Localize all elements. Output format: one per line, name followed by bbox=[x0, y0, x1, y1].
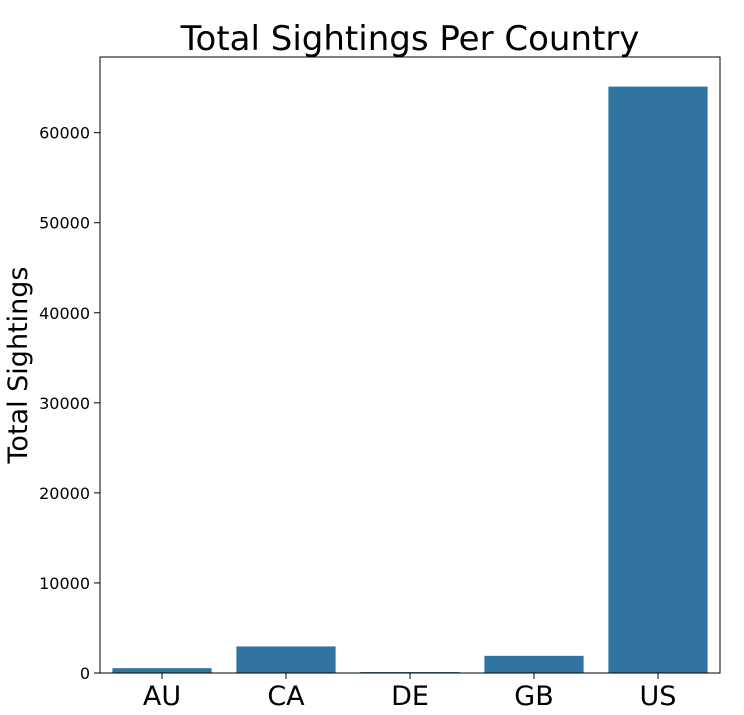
y-tick-label: 20000 bbox=[39, 484, 90, 503]
y-tick-label: 30000 bbox=[39, 394, 90, 413]
bar-gb bbox=[484, 655, 584, 673]
x-tick-label: US bbox=[640, 681, 677, 712]
x-axis-ticks: AU CA DE GB US bbox=[143, 673, 677, 712]
bar-us bbox=[608, 86, 708, 674]
chart-title: Total Sightings Per Country bbox=[180, 19, 640, 59]
y-tick-label: 50000 bbox=[39, 214, 90, 233]
x-tick-label: CA bbox=[267, 681, 305, 712]
plot-frame bbox=[99, 56, 721, 674]
y-axis-label: Total Sightings bbox=[3, 267, 34, 465]
y-tick-label: 40000 bbox=[39, 304, 90, 323]
bars-group bbox=[112, 86, 708, 674]
bar-ca bbox=[236, 646, 336, 673]
x-tick-label: GB bbox=[514, 681, 553, 712]
x-tick-label: AU bbox=[143, 681, 181, 712]
y-tick-label: 10000 bbox=[39, 574, 90, 593]
y-axis-ticks: 0 10000 20000 30000 40000 50000 60000 bbox=[39, 124, 100, 683]
bar-au bbox=[112, 668, 212, 673]
x-tick-label: DE bbox=[391, 681, 429, 712]
y-tick-label: 0 bbox=[80, 664, 90, 683]
y-tick-label: 60000 bbox=[39, 124, 90, 143]
